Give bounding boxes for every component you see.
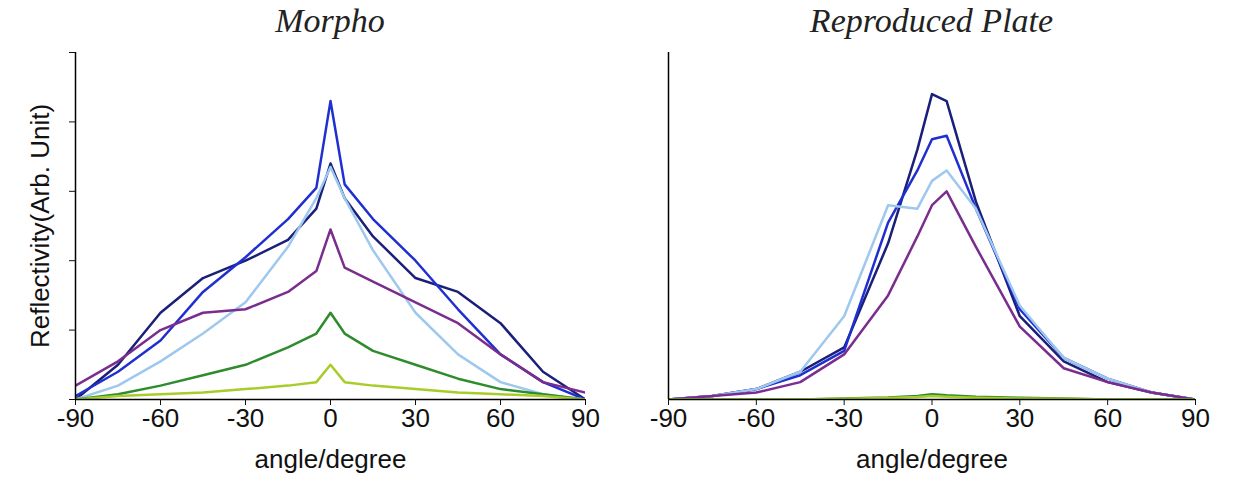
svg-text:60: 60	[486, 403, 515, 433]
svg-text:0: 0	[925, 403, 939, 433]
svg-text:-90: -90	[650, 403, 688, 433]
svg-text:Reflectivity(Arb. Unit): Reflectivity(Arb. Unit)	[25, 104, 55, 348]
svg-text:0: 0	[323, 403, 337, 433]
svg-text:30: 30	[401, 403, 430, 433]
svg-text:-90: -90	[57, 403, 95, 433]
svg-text:30: 30	[1005, 403, 1034, 433]
svg-text:60: 60	[1093, 403, 1122, 433]
svg-text:-30: -30	[227, 403, 265, 433]
svg-text:-60: -60	[738, 403, 776, 433]
svg-text:-30: -30	[825, 403, 863, 433]
html-text:Morpho: Morpho	[275, 2, 385, 39]
svg-text:angle/degree: angle/degree	[255, 444, 407, 474]
html-text:Reproduced Plate: Reproduced Plate	[809, 2, 1054, 39]
svg-text:90: 90	[571, 403, 600, 433]
svg-text:-60: -60	[142, 403, 180, 433]
svg-text:90: 90	[1181, 403, 1210, 433]
svg-text:angle/degree: angle/degree	[856, 444, 1008, 474]
